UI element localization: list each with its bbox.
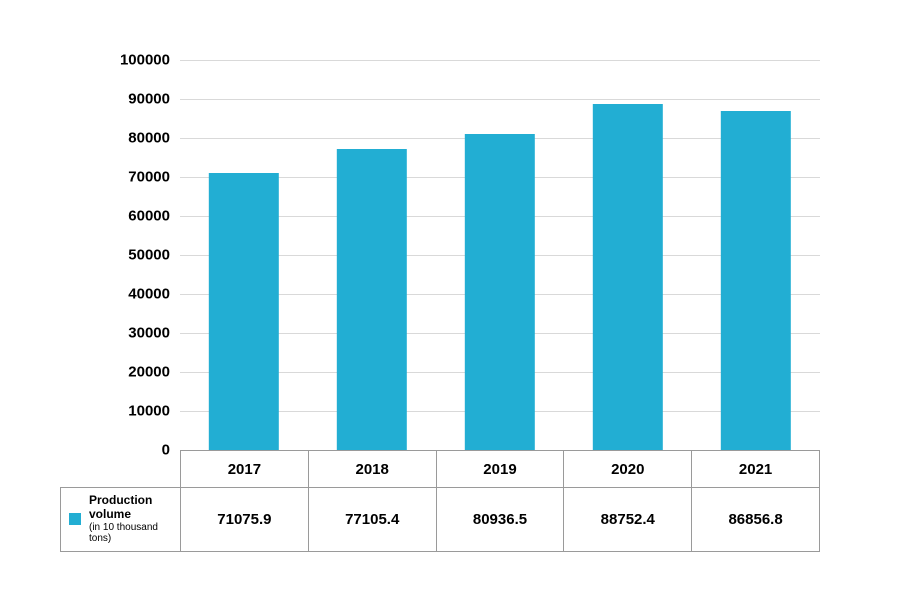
bar-slot [308,60,436,450]
bar [209,173,279,450]
legend-label: Production volume (in 10 thousand tons) [61,488,181,552]
category-cell: 2017 [181,451,309,488]
bar-slot [692,60,820,450]
bar [465,134,535,450]
value-cell: 88752.4 [564,488,692,552]
y-tick-label: 90000 [128,91,180,108]
y-tick-label: 80000 [128,130,180,147]
legend-text-sub: (in 10 thousand tons) [89,522,176,545]
y-tick-label: 10000 [128,403,180,420]
category-cell: 2018 [308,451,436,488]
value-cell: 80936.5 [436,488,564,552]
value-cell: 77105.4 [308,488,436,552]
category-cell: 2021 [692,451,820,488]
y-tick-label: 70000 [128,169,180,186]
bar [593,104,663,450]
category-row: 2017 2018 2019 2020 2021 [61,451,820,488]
value-cell: 71075.9 [181,488,309,552]
bar [721,111,791,450]
bar-slot [180,60,308,450]
y-tick-label: 30000 [128,325,180,342]
production-chart: 0100002000030000400005000060000700008000… [60,60,850,540]
data-table: 2017 2018 2019 2020 2021 Production volu… [60,450,820,552]
bar [337,149,407,450]
y-tick-label: 100000 [120,52,180,69]
bar-slot [436,60,564,450]
bars-container [180,60,820,450]
category-cell: 2019 [436,451,564,488]
y-tick-label: 20000 [128,364,180,381]
plot-area: 0100002000030000400005000060000700008000… [180,60,820,451]
y-tick-label: 40000 [128,286,180,303]
legend-text-main: Production volume [89,493,152,521]
category-cell: 2020 [564,451,692,488]
value-cell: 86856.8 [692,488,820,552]
value-row: Production volume (in 10 thousand tons) … [61,488,820,552]
legend-swatch-icon [69,513,81,525]
bar-slot [564,60,692,450]
y-tick-label: 60000 [128,208,180,225]
y-tick-label: 50000 [128,247,180,264]
